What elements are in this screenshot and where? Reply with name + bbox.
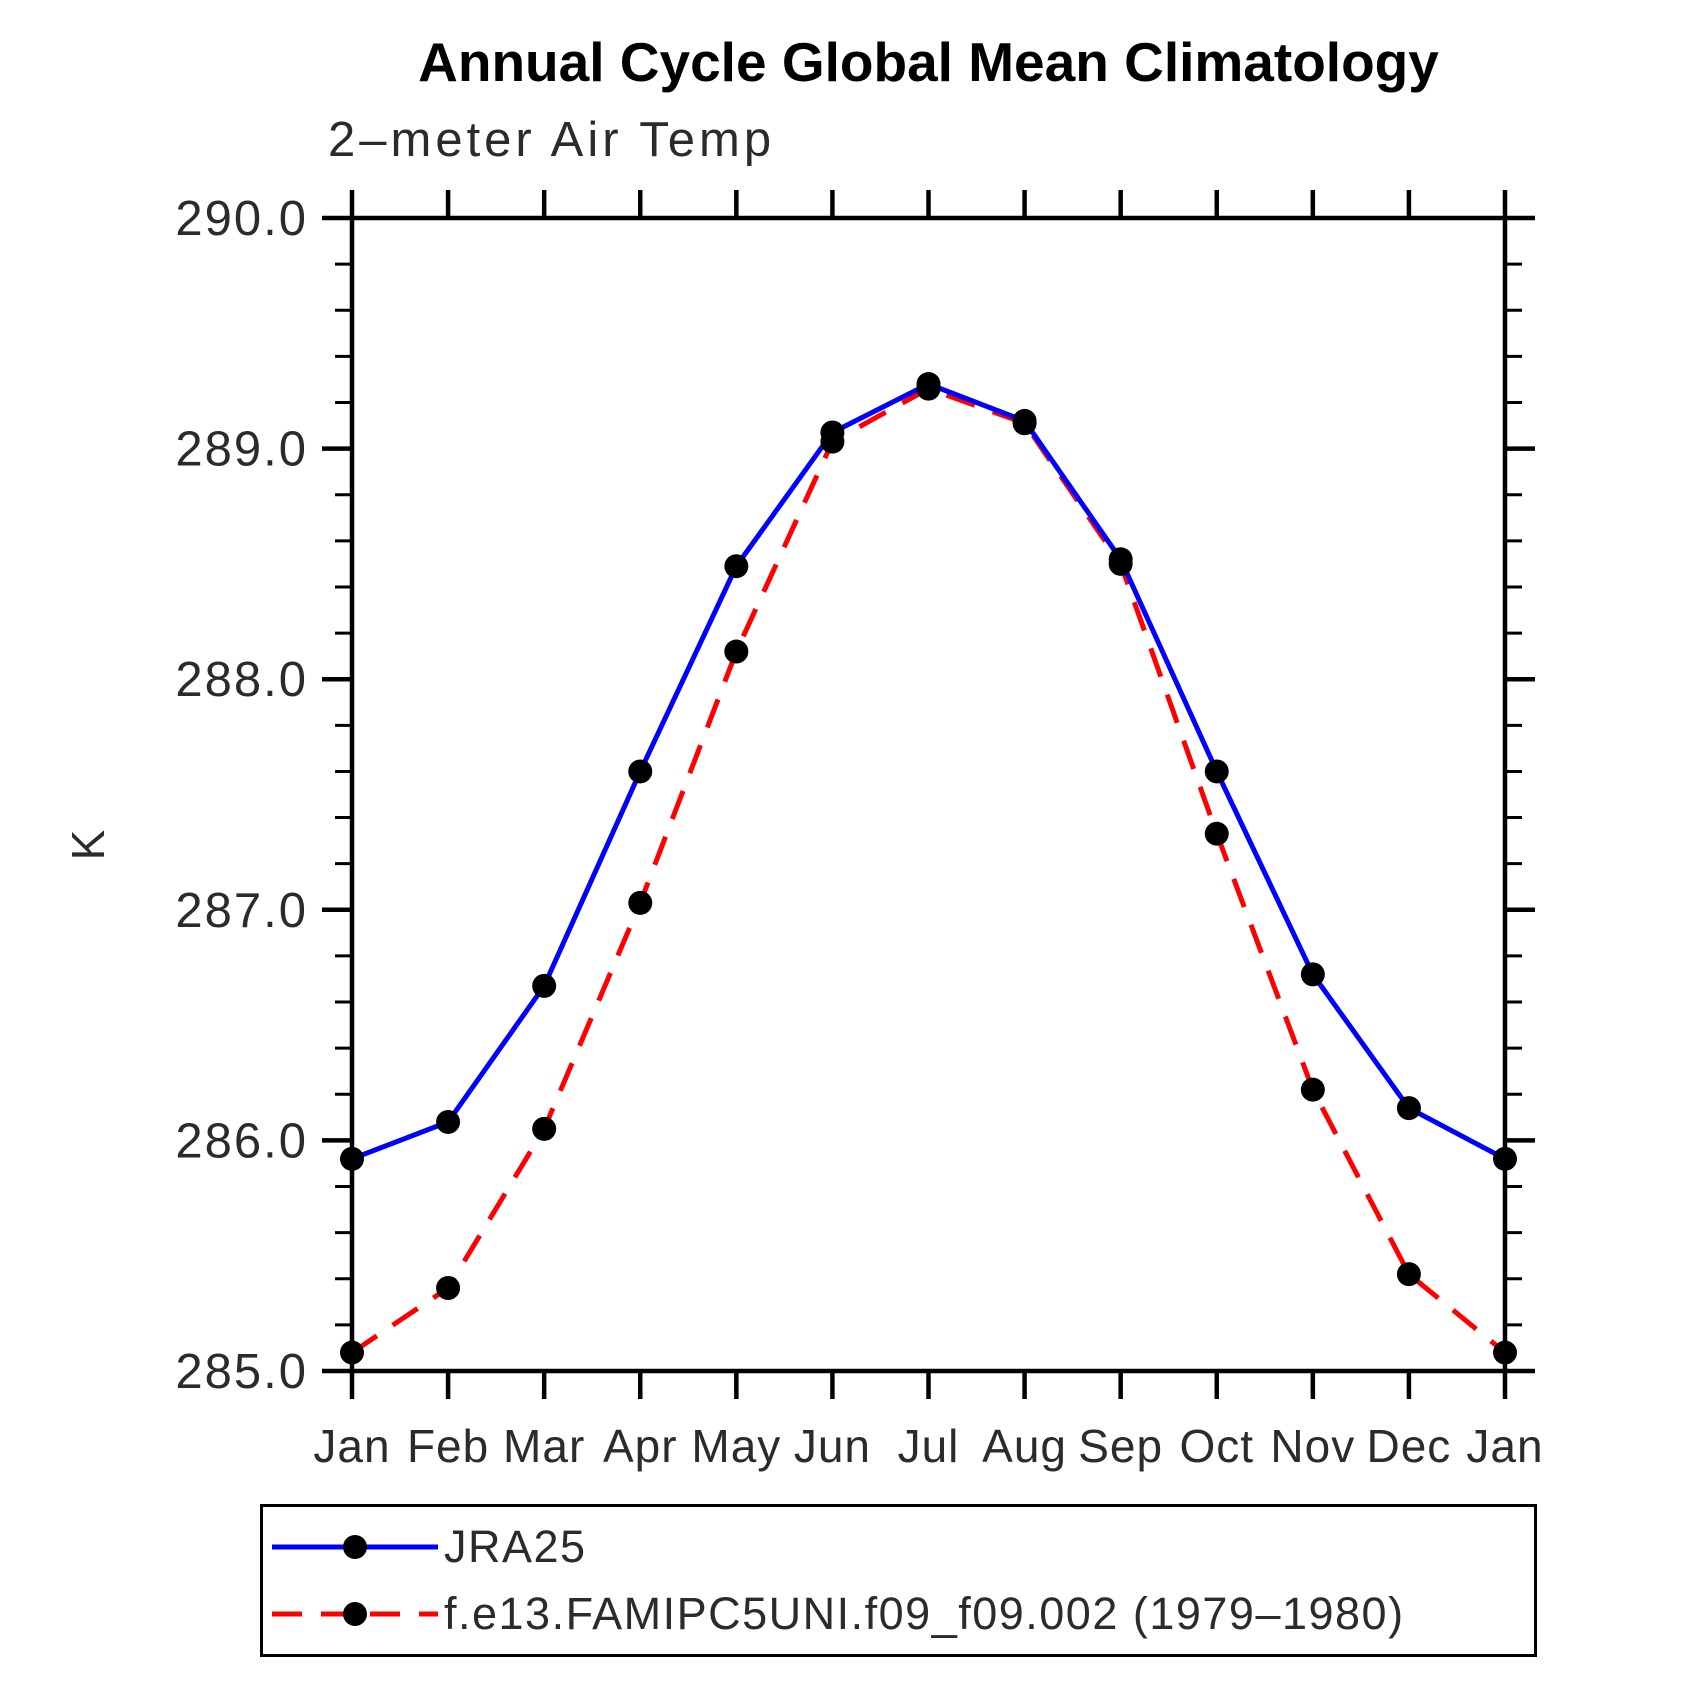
x-tick-label: Mar [503, 1420, 585, 1472]
series-line-1 [350, 385, 1507, 1355]
series-line-0 [351, 381, 1507, 1162]
y-tick-label: 290.0 [175, 192, 308, 246]
legend-solid-line-icon [272, 1535, 438, 1560]
legend-label-jra25: JRA25 [444, 1521, 587, 1573]
x-tick-label: Apr [603, 1420, 678, 1472]
y-tick-label: 285.0 [175, 1345, 308, 1399]
x-tick-label: Feb [407, 1420, 489, 1472]
data-point-marker [532, 973, 557, 998]
data-point-marker [532, 1116, 557, 1141]
y-tick-label: 286.0 [175, 1114, 308, 1168]
data-point-marker [436, 1109, 461, 1134]
data-point-marker [1300, 962, 1325, 987]
data-point-marker [1204, 821, 1229, 846]
data-point-marker [628, 890, 653, 915]
legend-item-jra25: JRA25 [269, 1521, 1534, 1573]
legend: JRA25 f.e13.FAMIPC5UNI.f09_f09.002 (1979… [260, 1504, 1537, 1657]
legend-label-model: f.e13.FAMIPC5UNI.f09_f09.002 (1979–1980) [444, 1587, 1405, 1639]
data-point-marker [1493, 1340, 1517, 1365]
x-tick-label: Oct [1179, 1420, 1254, 1472]
x-tick-label: Jan [313, 1420, 390, 1472]
data-point-marker [1493, 1146, 1517, 1171]
x-tick-label: May [691, 1420, 781, 1472]
data-point-marker [436, 1275, 461, 1300]
data-point-marker [724, 639, 749, 664]
data-point-marker [340, 1340, 364, 1365]
x-tick-label: Jul [898, 1420, 960, 1472]
data-point-marker [1396, 1262, 1421, 1287]
y-tick-label: 287.0 [175, 884, 308, 938]
data-point-marker [724, 554, 749, 579]
x-tick-label: Nov [1270, 1420, 1355, 1472]
y-tick-label: 289.0 [175, 423, 308, 477]
data-point-marker [1012, 411, 1037, 436]
chart-title: Annual Cycle Global Mean Climatology [418, 31, 1439, 93]
data-point-marker [1396, 1096, 1421, 1121]
y-tick-label: 288.0 [175, 653, 308, 707]
chart-subtitle: 2–meter Air Temp [328, 113, 776, 167]
plot-area: 285.0 286.0 287.0 288.0 289.0 290.0 Jan Feb Mar A… [62, 190, 1543, 1472]
x-tick-label: Aug [982, 1420, 1067, 1472]
data-point-marker [1204, 759, 1229, 784]
data-point-marker [340, 1146, 364, 1171]
data-point-marker [820, 429, 845, 454]
x-tick-label: Jan [1466, 1420, 1543, 1472]
y-axis-label: K [62, 829, 114, 860]
x-tick-label: Jun [794, 1420, 871, 1472]
data-point-marker [628, 759, 653, 784]
legend-dashed-line-icon [272, 1601, 438, 1626]
legend-item-model: f.e13.FAMIPC5UNI.f09_f09.002 (1979–1980) [269, 1588, 1534, 1640]
data-point-marker [1300, 1077, 1325, 1102]
x-tick-label: Dec [1367, 1420, 1452, 1472]
x-tick-label: Sep [1078, 1420, 1163, 1472]
data-point-marker [1108, 551, 1133, 576]
data-point-marker [916, 376, 941, 401]
